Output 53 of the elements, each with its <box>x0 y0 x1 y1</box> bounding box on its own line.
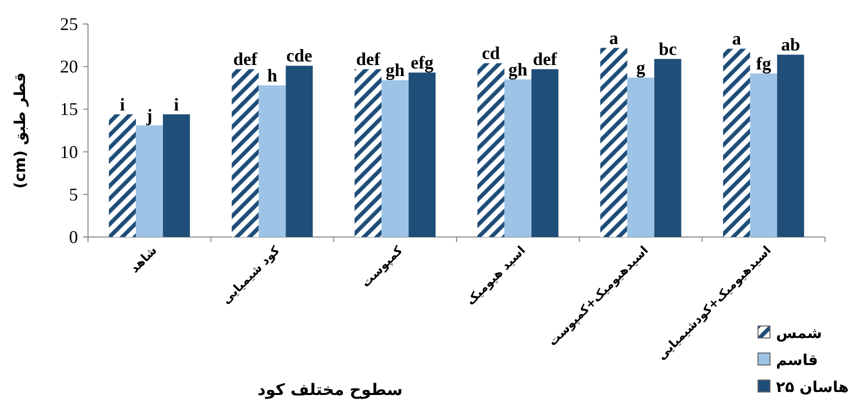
data-label: a <box>732 28 742 49</box>
bar <box>108 114 136 237</box>
x-tick-label: شاهد <box>127 243 160 276</box>
y-tick-label: 0 <box>69 227 78 247</box>
bar <box>136 125 163 237</box>
y-tick-label: 20 <box>60 56 78 77</box>
bar <box>286 66 313 237</box>
data-label: def <box>356 49 382 70</box>
data-label: j <box>145 105 152 126</box>
bar <box>627 78 654 237</box>
data-label: bc <box>658 38 677 59</box>
data-label: def <box>532 49 558 70</box>
data-label: h <box>267 65 278 86</box>
legend-label: هاسان ۲۵ <box>776 378 849 396</box>
data-label: i <box>174 94 179 114</box>
bar <box>600 48 628 237</box>
bar <box>408 72 436 237</box>
bar <box>723 48 750 237</box>
y-tick-label: 5 <box>69 184 78 204</box>
legend-label: شمس <box>776 324 822 342</box>
x-tick-label: اسیدهیومیک+کمپوست <box>545 243 651 349</box>
y-tick-label: 15 <box>60 99 78 120</box>
bar <box>531 69 558 237</box>
data-label: cde <box>286 46 312 66</box>
bar <box>382 80 409 237</box>
bar <box>232 69 259 237</box>
data-label: cd <box>482 43 500 64</box>
legend-label: قاسم <box>776 351 818 369</box>
data-label: def <box>233 49 258 70</box>
data-label: g <box>636 58 646 78</box>
data-label: efg <box>410 52 434 73</box>
y-tick-label: 10 <box>60 142 78 162</box>
data-label: i <box>120 94 125 114</box>
x-tick-label: اسید هیومیک <box>463 243 528 308</box>
data-label: ab <box>781 34 800 55</box>
data-label: gh <box>508 59 528 80</box>
bar <box>477 63 504 237</box>
bar <box>258 85 286 237</box>
data-label: fg <box>756 53 772 74</box>
x-tick-label: کمپوست <box>358 243 406 290</box>
y-axis-title: قطر طبق (cm) <box>11 72 29 189</box>
bar <box>777 54 804 237</box>
x-tick-label: اسیدهیومیک+کودشیمیایی <box>654 243 774 362</box>
bar <box>354 69 382 237</box>
data-label: gh <box>386 60 405 80</box>
bar <box>162 114 190 237</box>
bar <box>750 73 778 237</box>
x-tick-label: کود شیمیایی <box>218 243 282 307</box>
x-axis-title: سطوح مختلف کود <box>257 380 403 399</box>
bar <box>504 79 532 237</box>
bar <box>654 58 682 237</box>
data-label: a <box>609 28 618 48</box>
y-tick-label: 25 <box>60 14 78 34</box>
